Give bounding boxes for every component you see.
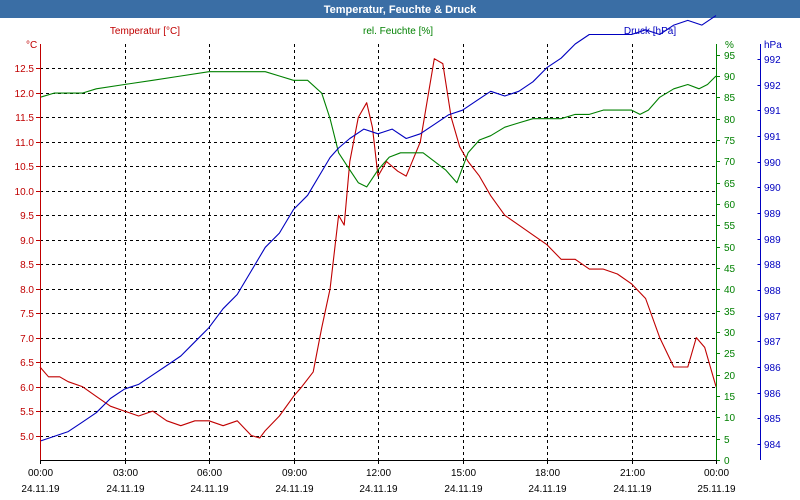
temperature-tick-label: 10.0 xyxy=(15,187,35,198)
temperature-tick-label: 6.5 xyxy=(20,358,34,369)
x-tick-date: 24.11.19 xyxy=(21,484,60,495)
unit-pressure: hPa xyxy=(764,40,782,51)
x-tick-date: 24.11.19 xyxy=(275,484,314,495)
pressure-tick-label: 990 xyxy=(764,183,781,194)
x-tick-date: 24.11.19 xyxy=(528,484,567,495)
x-tick-time: 03:00 xyxy=(113,468,138,479)
pressure-tick-label: 990 xyxy=(764,158,781,169)
pressure-tick-label: 988 xyxy=(764,260,781,271)
temperature-tick-label: 8.0 xyxy=(20,285,34,296)
temperature-tick-label: 9.0 xyxy=(20,236,34,247)
pressure-tick-label: 984 xyxy=(764,440,781,451)
x-tick-time: 00:00 xyxy=(704,468,729,479)
x-tick-time: 12:00 xyxy=(366,468,391,479)
humidity-tick-label: 15 xyxy=(724,392,736,403)
pressure-tick-label: 992 xyxy=(764,81,781,92)
pressure-line xyxy=(39,15,717,442)
pressure-tick-label: 985 xyxy=(764,414,781,425)
humidity-tick-label: 95 xyxy=(724,51,736,62)
pressure-tick-label: 987 xyxy=(764,312,781,323)
humidity-tick-label: 35 xyxy=(724,307,736,318)
humidity-tick-label: 60 xyxy=(724,200,736,211)
x-tick-time: 09:00 xyxy=(282,468,307,479)
legend-humidity: rel. Feuchte [%] xyxy=(363,26,433,37)
temperature-tick-label: 9.5 xyxy=(20,211,34,222)
temperature-tick-label: 8.5 xyxy=(20,260,34,271)
x-tick-time: 21:00 xyxy=(620,468,645,479)
pressure-tick-label: 989 xyxy=(764,235,781,246)
temperature-tick-label: 11.0 xyxy=(15,138,34,149)
temperature-line xyxy=(39,58,717,439)
temperature-tick-label: 5.0 xyxy=(20,432,34,443)
humidity-tick-label: 55 xyxy=(724,221,736,232)
unit-temperature: °C xyxy=(26,40,37,51)
x-tick-date: 24.11.19 xyxy=(613,484,652,495)
humidity-tick-label: 50 xyxy=(724,243,736,254)
time-axis: 00:00 24.11.19 03:00 24.11.19 06:00 24.11.19 0… xyxy=(21,460,736,495)
x-tick-date: 24.11.19 xyxy=(444,484,483,495)
pressure-axis: 984 985 986 986 987 987 988 988 989 989 990 990 991 9… xyxy=(757,44,781,460)
temperature-tick-label: 12.5 xyxy=(15,64,35,75)
unit-humidity: % xyxy=(725,40,734,51)
humidity-tick-label: 0 xyxy=(724,456,730,467)
title-bar xyxy=(0,0,800,18)
pressure-tick-label: 986 xyxy=(764,389,781,400)
chart-title: Temperatur, Feuchte & Druck xyxy=(324,4,477,16)
temperature-tick-label: 11.5 xyxy=(15,113,34,124)
x-tick-time: 00:00 xyxy=(28,468,53,479)
humidity-tick-label: 5 xyxy=(724,435,730,446)
x-tick-time: 18:00 xyxy=(535,468,560,479)
temperature-tick-label: 7.0 xyxy=(20,334,34,345)
humidity-tick-label: 30 xyxy=(724,328,736,339)
humidity-tick-label: 65 xyxy=(724,179,736,190)
legend-temperature: Temperatur [°C] xyxy=(110,26,180,37)
temperature-axis: 5.0 5.5 6.0 6.5 7.0 7.5 8.0 8.5 9.0 9.5 10.0 10.5 11… xyxy=(15,64,40,443)
humidity-tick-label: 85 xyxy=(724,93,736,104)
humidity-tick-label: 10 xyxy=(724,413,736,424)
temperature-tick-label: 7.5 xyxy=(20,309,34,320)
temperature-tick-label: 10.5 xyxy=(15,162,35,173)
pressure-tick-label: 987 xyxy=(764,337,781,348)
humidity-tick-label: 20 xyxy=(724,371,736,382)
pressure-tick-label: 989 xyxy=(764,209,781,220)
x-tick-date: 24.11.19 xyxy=(190,484,229,495)
x-tick-date: 25.11.19 xyxy=(697,484,736,495)
humidity-tick-label: 90 xyxy=(724,72,736,83)
pressure-tick-label: 986 xyxy=(764,363,781,374)
pressure-tick-label: 992 xyxy=(764,55,781,66)
humidity-tick-label: 75 xyxy=(724,136,736,147)
grid xyxy=(40,44,716,460)
pressure-tick-label: 991 xyxy=(764,106,781,117)
temperature-tick-label: 5.5 xyxy=(20,407,34,418)
humidity-tick-label: 40 xyxy=(724,285,736,296)
x-tick-time: 15:00 xyxy=(451,468,476,479)
humidity-tick-label: 25 xyxy=(724,349,736,360)
humidity-tick-label: 80 xyxy=(724,115,736,126)
temperature-tick-label: 12.0 xyxy=(15,89,35,100)
humidity-tick-label: 70 xyxy=(724,157,736,168)
humidity-axis: 0 5 10 15 20 25 30 35 40 45 50 55 60 65 70 75 80 85 90 95 xyxy=(716,51,736,467)
x-tick-date: 24.11.19 xyxy=(359,484,398,495)
x-tick-date: 24.11.19 xyxy=(106,484,145,495)
humidity-tick-label: 45 xyxy=(724,264,736,275)
humidity-line xyxy=(39,71,717,188)
series-layer xyxy=(39,15,717,442)
x-tick-time: 06:00 xyxy=(197,468,222,479)
pressure-tick-label: 988 xyxy=(764,286,781,297)
pressure-tick-label: 991 xyxy=(764,132,781,143)
temperature-tick-label: 6.0 xyxy=(20,383,34,394)
